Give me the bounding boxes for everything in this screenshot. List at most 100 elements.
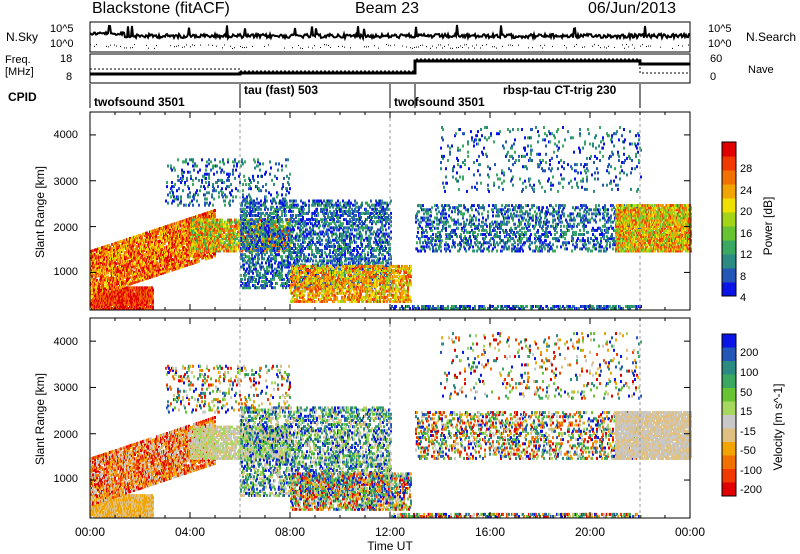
nsearch-dot <box>462 47 463 48</box>
nsearch-dot <box>200 45 201 46</box>
nsearch-dot <box>482 45 483 46</box>
nsearch-dot <box>264 46 265 47</box>
nsearch-dot <box>566 47 567 48</box>
nsearch-dot <box>448 44 449 45</box>
nsearch-dot <box>394 45 395 46</box>
scatter-cell <box>111 243 113 246</box>
nsearch-dot <box>378 48 379 49</box>
nsearch-dot <box>438 44 439 45</box>
nsearch-dot <box>632 44 633 45</box>
nsearch-dot <box>640 46 641 47</box>
nsearch-points <box>90 44 689 49</box>
nsearch-dot <box>584 46 585 47</box>
nsearch-dot <box>544 45 545 46</box>
nsearch-dot <box>626 44 627 45</box>
nsearch-dot <box>374 45 375 46</box>
nsearch-dot <box>96 44 97 45</box>
scatter-cell <box>91 295 93 298</box>
nsearch-dot <box>458 47 459 48</box>
nsearch-dot <box>192 44 193 45</box>
nsearch-dot <box>480 48 481 49</box>
nsearch-dot <box>170 45 171 46</box>
nsearch-dot <box>190 46 191 47</box>
nsearch-dot <box>552 46 553 47</box>
nsearch-dot <box>234 47 235 48</box>
nsearch-dot <box>576 44 577 45</box>
nsearch-dot <box>532 47 533 48</box>
nsearch-dot <box>186 44 187 45</box>
nsearch-dot <box>132 47 133 48</box>
nsearch-dot <box>252 46 253 47</box>
nsearch-dot <box>108 46 109 47</box>
scatter-cell <box>152 289 154 292</box>
nsearch-dot <box>420 45 421 46</box>
nsearch-dot <box>600 47 601 48</box>
nsearch-dot <box>94 46 95 47</box>
nsearch-dot <box>242 47 243 48</box>
nsearch-dot <box>628 46 629 47</box>
scatter-cell <box>143 253 145 256</box>
nsearch-dot <box>412 48 413 49</box>
nsearch-dot <box>672 48 673 49</box>
freq-line <box>90 61 690 74</box>
nsearch-dot <box>430 48 431 49</box>
nsearch-dot <box>436 47 437 48</box>
scatter-cell <box>134 244 136 247</box>
scatter-cell <box>127 238 129 241</box>
nsearch-dot <box>114 45 115 46</box>
nsearch-dot <box>134 44 135 45</box>
nsearch-dot <box>594 44 595 45</box>
nsearch-dot <box>302 48 303 49</box>
nsearch-dot <box>614 47 615 48</box>
nsearch-dot <box>512 45 513 46</box>
nsearch-dot <box>582 47 583 48</box>
nsearch-dot <box>110 45 111 46</box>
scatter-cell <box>152 297 154 300</box>
power-panel <box>90 126 692 310</box>
scatter-cell <box>134 281 136 284</box>
nsearch-dot <box>456 47 457 48</box>
nsearch-dot <box>326 44 327 45</box>
nsearch-dot <box>486 44 487 45</box>
nsearch-dot <box>642 44 643 45</box>
nsearch-dot <box>320 47 321 48</box>
nsearch-dot <box>474 48 475 49</box>
nsearch-dot <box>688 45 689 46</box>
nsearch-dot <box>622 44 623 45</box>
scatter-cell <box>118 241 120 244</box>
nsearch-dot <box>472 46 473 47</box>
nsearch-dot <box>468 47 469 48</box>
nsearch-dot <box>298 45 299 46</box>
nsearch-dot <box>540 45 541 46</box>
nsearch-dot <box>246 47 247 48</box>
scatter-cell <box>115 262 117 265</box>
nsearch-dot <box>682 46 683 47</box>
nsky-line <box>90 25 690 38</box>
nsearch-dot <box>460 46 461 47</box>
nsearch-dot <box>176 46 177 47</box>
nsearch-dot <box>574 46 575 47</box>
nsearch-dot <box>120 46 121 47</box>
scatter-cell <box>138 269 140 272</box>
nsearch-dot <box>126 47 127 48</box>
scatter-cell <box>92 249 94 252</box>
nsearch-dot <box>330 47 331 48</box>
nsearch-dot <box>426 46 427 47</box>
nsearch-dot <box>224 44 225 45</box>
nsearch-dot <box>324 44 325 45</box>
nsearch-dot <box>178 45 179 46</box>
nsearch-dot <box>366 47 367 48</box>
nsearch-dot <box>608 46 609 47</box>
nsearch-dot <box>338 46 339 47</box>
nsearch-dot <box>592 46 593 47</box>
scatter-cell <box>133 263 135 266</box>
nsearch-dot <box>268 45 269 46</box>
nsearch-dot <box>314 45 315 46</box>
nsearch-dot <box>182 47 183 48</box>
nsearch-dot <box>344 47 345 48</box>
nsearch-dot <box>350 47 351 48</box>
nsearch-dot <box>292 47 293 48</box>
nsearch-dot <box>300 48 301 49</box>
nsearch-dot <box>232 48 233 49</box>
nsearch-dot <box>508 45 509 46</box>
